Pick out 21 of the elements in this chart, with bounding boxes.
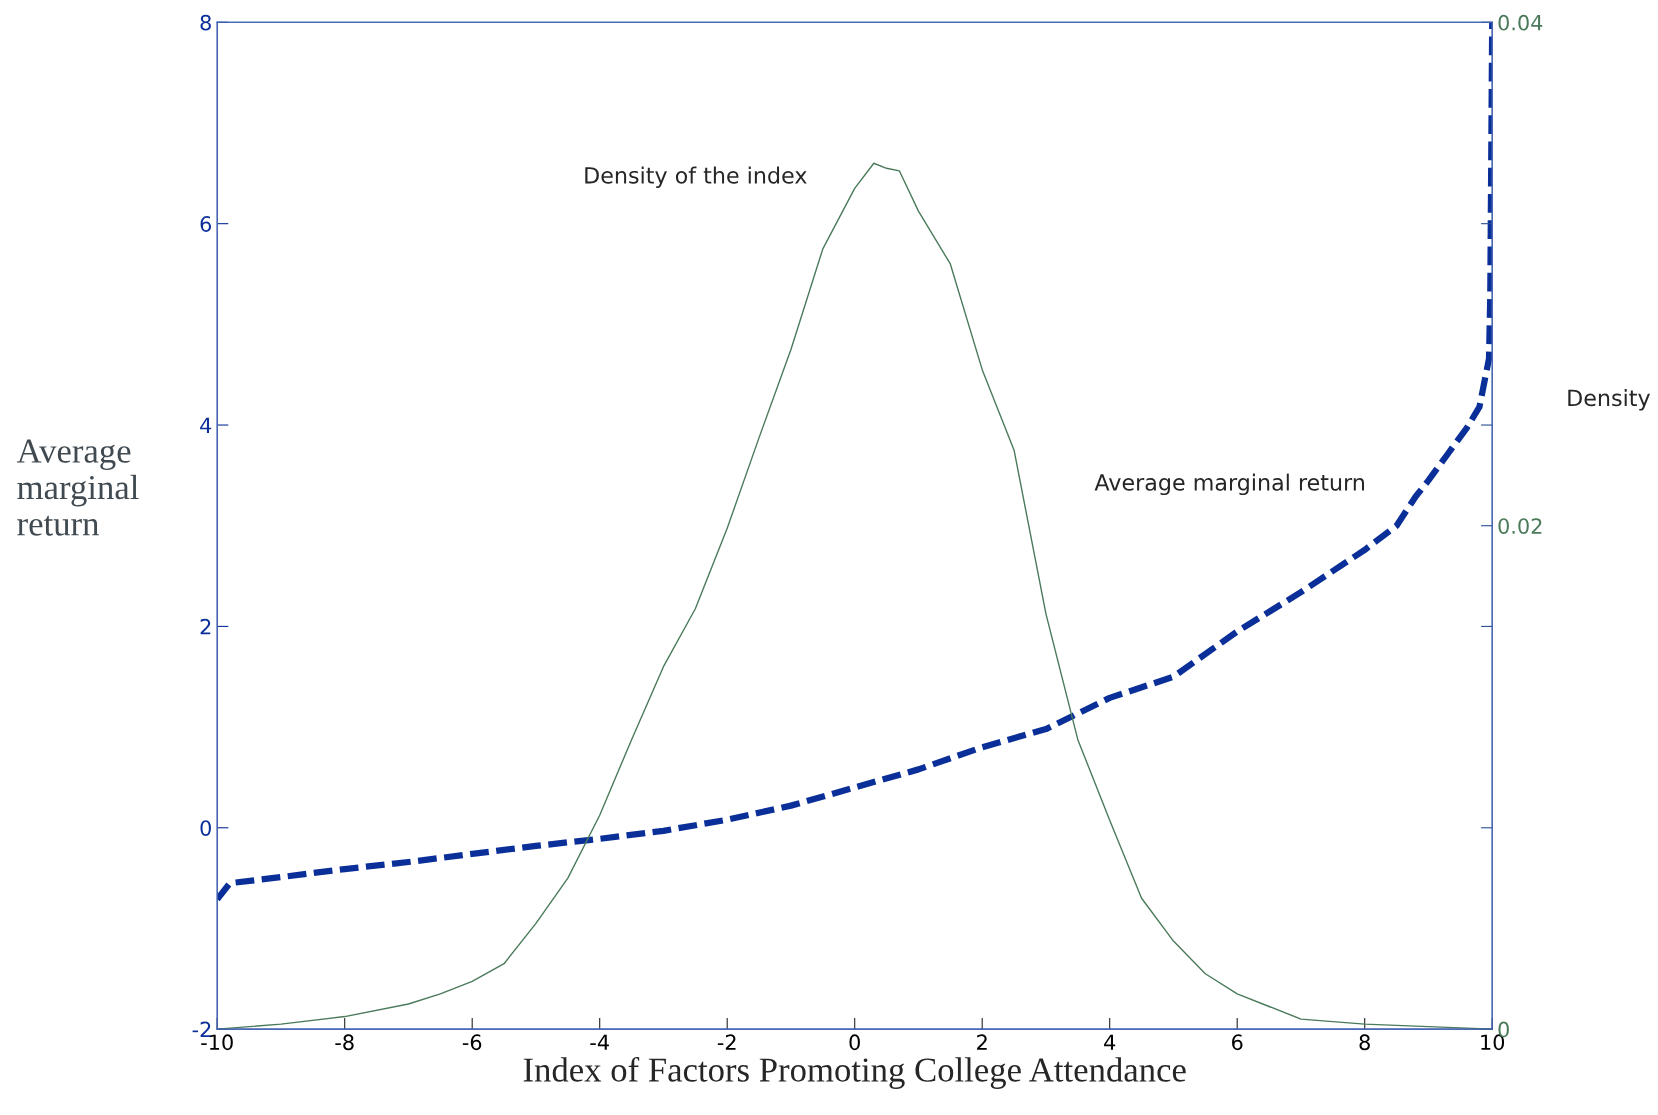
x-tick-label: -8 [335,1034,354,1051]
annotation: Average marginal return [1094,473,1364,496]
x-tick-label: 8 [1359,1034,1370,1051]
x-tick-label: 2 [977,1034,987,1050]
x-tick-label: 6 [1232,1034,1243,1051]
y-tick-label: 8 [200,14,211,31]
x-tick-label: -4 [590,1034,609,1050]
x-tick-label: -2 [717,1034,736,1050]
y-tick-label: 4 [200,417,212,433]
y2-axis-title: Density [1568,389,1650,411]
y2-tick-label: 0.04 [1498,14,1543,31]
y-tick-label: 2 [200,618,211,635]
x-axis-title: Index of Factors Promoting College Attendance [523,1056,1186,1089]
y-tick-label: 6 [200,216,212,232]
y-tick-label: 0 [200,820,211,836]
annotation: Density of the index [585,166,807,189]
y2-tick-label: 0.02 [1498,518,1542,534]
x-tick-label: 4 [1104,1034,1116,1050]
y-axis-title: Average marginal return [16,439,139,536]
x-tick-label: -6 [462,1034,482,1051]
x-tick-label: 0 [849,1034,860,1051]
